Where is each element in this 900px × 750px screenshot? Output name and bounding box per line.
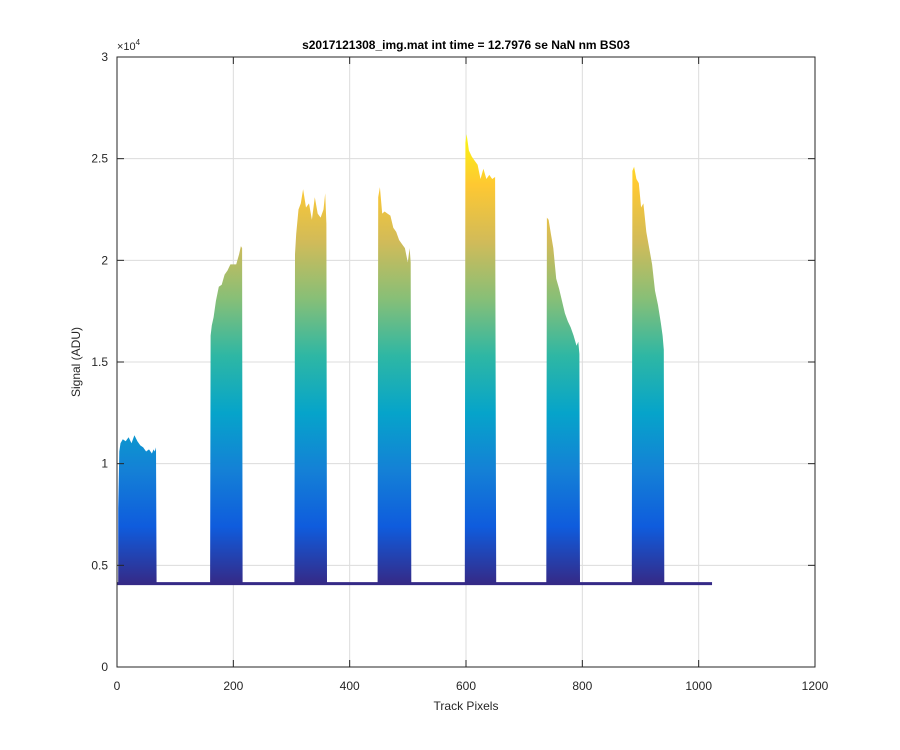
x-tick-label: 400 <box>340 679 360 693</box>
signal-band-6 <box>546 217 580 584</box>
signal-band-7 <box>631 166 665 584</box>
y-tick-label: 1.5 <box>91 355 108 369</box>
x-tick-label: 1000 <box>685 679 712 693</box>
y-tick-label: 2 <box>101 253 108 267</box>
y-axis-exponent: ×104 <box>117 38 141 53</box>
plot-data <box>117 134 713 586</box>
signal-band-3 <box>294 189 327 584</box>
y-tick-label: 2.5 <box>91 152 108 166</box>
x-tick-labels: 0 200 400 600 800 1000 1200 <box>114 679 829 693</box>
signal-band-5 <box>464 134 497 584</box>
x-tick-label: 200 <box>223 679 243 693</box>
x-tick-label: 0 <box>114 679 121 693</box>
x-tick-label: 600 <box>456 679 476 693</box>
y-tick-label: 0 <box>101 660 108 674</box>
axis-ticks <box>116 56 816 668</box>
x-tick-label: 1200 <box>802 679 829 693</box>
x-tick-label: 800 <box>572 679 592 693</box>
x-axis-label: Track Pixels <box>434 699 499 713</box>
y-tick-label: 3 <box>101 50 108 64</box>
signal-band-4 <box>377 187 412 584</box>
y-axis-label: Signal (ADU) <box>69 327 83 397</box>
y-tick-label: 1 <box>101 457 108 471</box>
y-tick-label: 0.5 <box>91 558 108 572</box>
signal-band-1 <box>118 435 157 584</box>
signal-band-2 <box>210 246 243 584</box>
y-tick-labels: 0 0.5 1 1.5 2 2.5 3 <box>91 50 108 674</box>
chart-title: s2017121308_img.mat int time = 12.7976 s… <box>302 38 630 52</box>
